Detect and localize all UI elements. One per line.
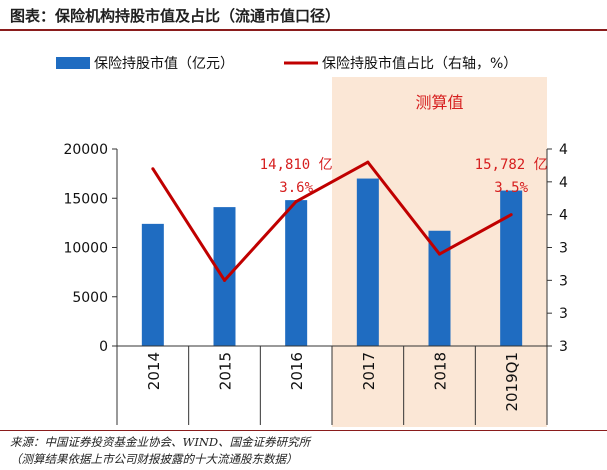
- bar: [285, 200, 308, 346]
- right-axis-tick-label: 4: [559, 142, 568, 158]
- right-axis-tick-label: 4: [559, 208, 568, 224]
- chart: 测算值 保险持股市值（亿元） 保险持股市值占比（右轴，%） 0 5000 10000…: [56, 55, 568, 427]
- title-divider: [0, 29, 607, 31]
- annotation-ratio: 3.6%: [279, 180, 313, 196]
- x-axis-tick-label: 2015: [217, 352, 235, 390]
- x-axis-tick-label: 2016: [288, 352, 306, 390]
- line-series: [151, 160, 513, 282]
- right-axis-tick-label: 4: [559, 175, 568, 191]
- annotations: 14,810 亿 3.6% 15,782 亿 3.5%: [260, 157, 548, 196]
- right-axis-tick-label: 3: [559, 273, 568, 289]
- left-axis-tick-label: 10000: [63, 241, 108, 257]
- right-axis-tick-label: 3: [559, 306, 568, 322]
- legend-bar-swatch: [56, 57, 90, 69]
- x-axis-tick-label: 2014: [145, 352, 163, 390]
- ratio-point: [294, 200, 298, 204]
- source-divider: [0, 430, 607, 431]
- shaded-region-label: 测算值: [415, 93, 463, 112]
- source-line-1: 来源：中国证券投资基金业协会、WIND、国金证券研究所: [10, 435, 311, 449]
- ratio-point: [509, 213, 513, 217]
- bar: [500, 190, 523, 346]
- legend-bar-label: 保险持股市值（亿元）: [94, 55, 234, 72]
- chart-title: 图表：保险机构持股市值及占比（流通市值口径）: [10, 7, 341, 25]
- right-axis-tick-label: 3: [559, 339, 568, 355]
- source-line-2: （测算结果依据上市公司财报披露的十大流通股东数据）: [10, 452, 298, 466]
- source-note: 来源：中国证券投资基金业协会、WIND、国金证券研究所 （测算结果依据上市公司财…: [10, 434, 310, 468]
- legend-line-label: 保险持股市值占比（右轴，%）: [322, 55, 517, 72]
- x-axis: 2014 2015 2016 2017 2018 2019Q1: [116, 345, 548, 425]
- x-axis-tick-label: 2018: [432, 352, 450, 390]
- right-axis-tick-label: 3: [559, 241, 568, 257]
- bar: [428, 230, 451, 346]
- annotation-value: 14,810 亿: [260, 157, 333, 173]
- bar-series: [141, 178, 523, 346]
- left-axis-tick-label: 15000: [63, 191, 108, 207]
- left-axis-tick-label: 5000: [72, 290, 108, 306]
- bar: [213, 207, 236, 346]
- bar: [356, 178, 379, 346]
- ratio-point: [151, 167, 155, 171]
- ratio-point: [438, 252, 441, 256]
- left-axis: 0 5000 10000 15000 20000: [63, 142, 118, 355]
- x-axis-tick-label: 2017: [360, 352, 378, 390]
- left-axis-tick-label: 0: [99, 339, 108, 355]
- left-axis-tick-label: 20000: [63, 142, 108, 158]
- ratio-point: [223, 278, 226, 282]
- bar: [141, 223, 164, 346]
- legend: 保险持股市值（亿元） 保险持股市值占比（右轴，%）: [56, 55, 517, 72]
- annotation-ratio: 3.5%: [494, 180, 528, 196]
- right-axis: 3 3 3 3 4 4 4: [546, 142, 568, 355]
- annotation-value: 15,782 亿: [475, 157, 548, 173]
- ratio-line: [151, 160, 512, 282]
- ratio-point: [366, 160, 370, 164]
- x-axis-tick-label: 2019Q1: [503, 352, 521, 412]
